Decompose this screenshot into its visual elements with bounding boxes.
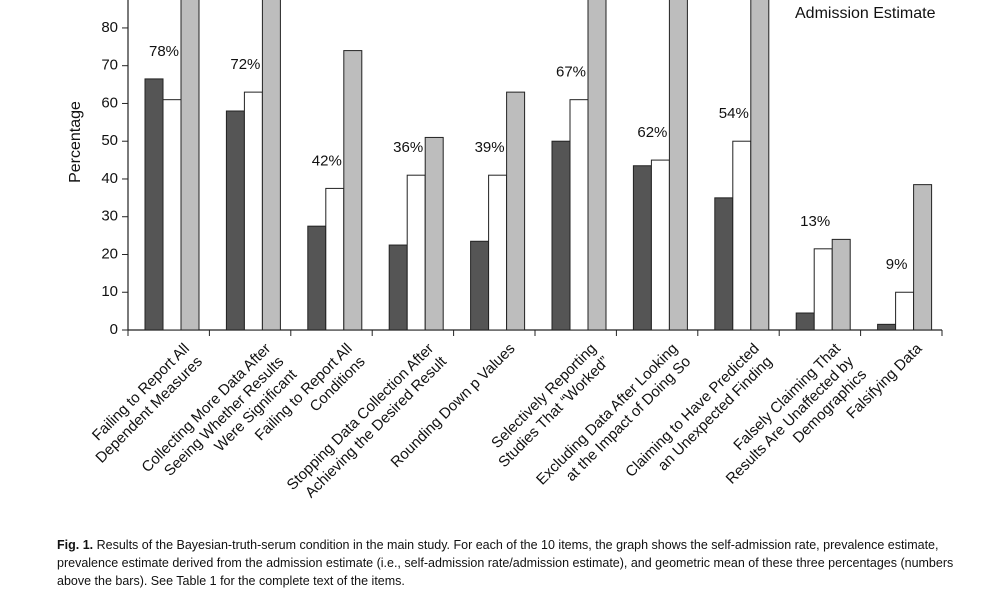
y-tick-label: 50 [101, 132, 118, 149]
mean-label: 36% [393, 139, 423, 156]
y-tick-label: 80 [101, 19, 118, 36]
bar [307, 225, 327, 331]
bar [569, 99, 589, 331]
bar [162, 99, 182, 331]
mean-label: 72% [230, 56, 260, 73]
mean-label: 78% [149, 43, 179, 60]
chart: Percentage 0 10 20 30 40 50 60 70 80 78% 72% 42% 36%… [67, 0, 943, 501]
bar [144, 78, 164, 331]
caption-label: Fig. 1. [57, 538, 94, 552]
bar [470, 240, 490, 331]
mean-label: 67% [556, 64, 586, 81]
mean-label: 39% [475, 139, 505, 156]
bar [795, 312, 815, 331]
bar [913, 184, 933, 331]
bar [261, 0, 281, 331]
bar [406, 174, 426, 331]
bar [551, 140, 571, 331]
mean-label: 13% [800, 213, 830, 230]
y-tick-label: 0 [110, 321, 118, 338]
caption-text: Results of the Bayesian-truth-serum cond… [57, 538, 954, 588]
legend-label: Derived From [795, 0, 892, 3]
bar [388, 244, 408, 331]
legend-label: Admission Estimate [795, 5, 936, 22]
bar [424, 136, 444, 331]
bar [243, 91, 263, 331]
caption: Fig. 1. Results of the Bayesian-truth-se… [57, 536, 957, 590]
bar [714, 197, 734, 331]
y-axis-label: Percentage [67, 101, 84, 183]
mean-label: 9% [886, 256, 908, 273]
bar [895, 291, 915, 331]
bar [668, 0, 688, 331]
mean-label: 54% [719, 105, 749, 122]
y-tick-label: 10 [101, 283, 118, 300]
bar [325, 187, 345, 331]
bar [750, 0, 770, 331]
bar [650, 159, 670, 331]
y-tick-label: 20 [101, 245, 118, 262]
mean-label: 62% [637, 124, 667, 141]
y-tick-label: 70 [101, 57, 118, 74]
bar [225, 110, 245, 331]
bar [877, 323, 897, 331]
bar [506, 91, 526, 331]
y-tick-label: 40 [101, 170, 118, 187]
bar [488, 174, 508, 331]
mean-label: 42% [312, 152, 342, 169]
bar [632, 165, 652, 331]
y-tick-label: 60 [101, 94, 118, 111]
bar [831, 238, 851, 331]
bar [813, 248, 833, 331]
bar [180, 0, 200, 331]
y-tick-label: 30 [101, 208, 118, 225]
bar [343, 50, 363, 331]
bar [732, 140, 752, 331]
bar [587, 0, 607, 331]
